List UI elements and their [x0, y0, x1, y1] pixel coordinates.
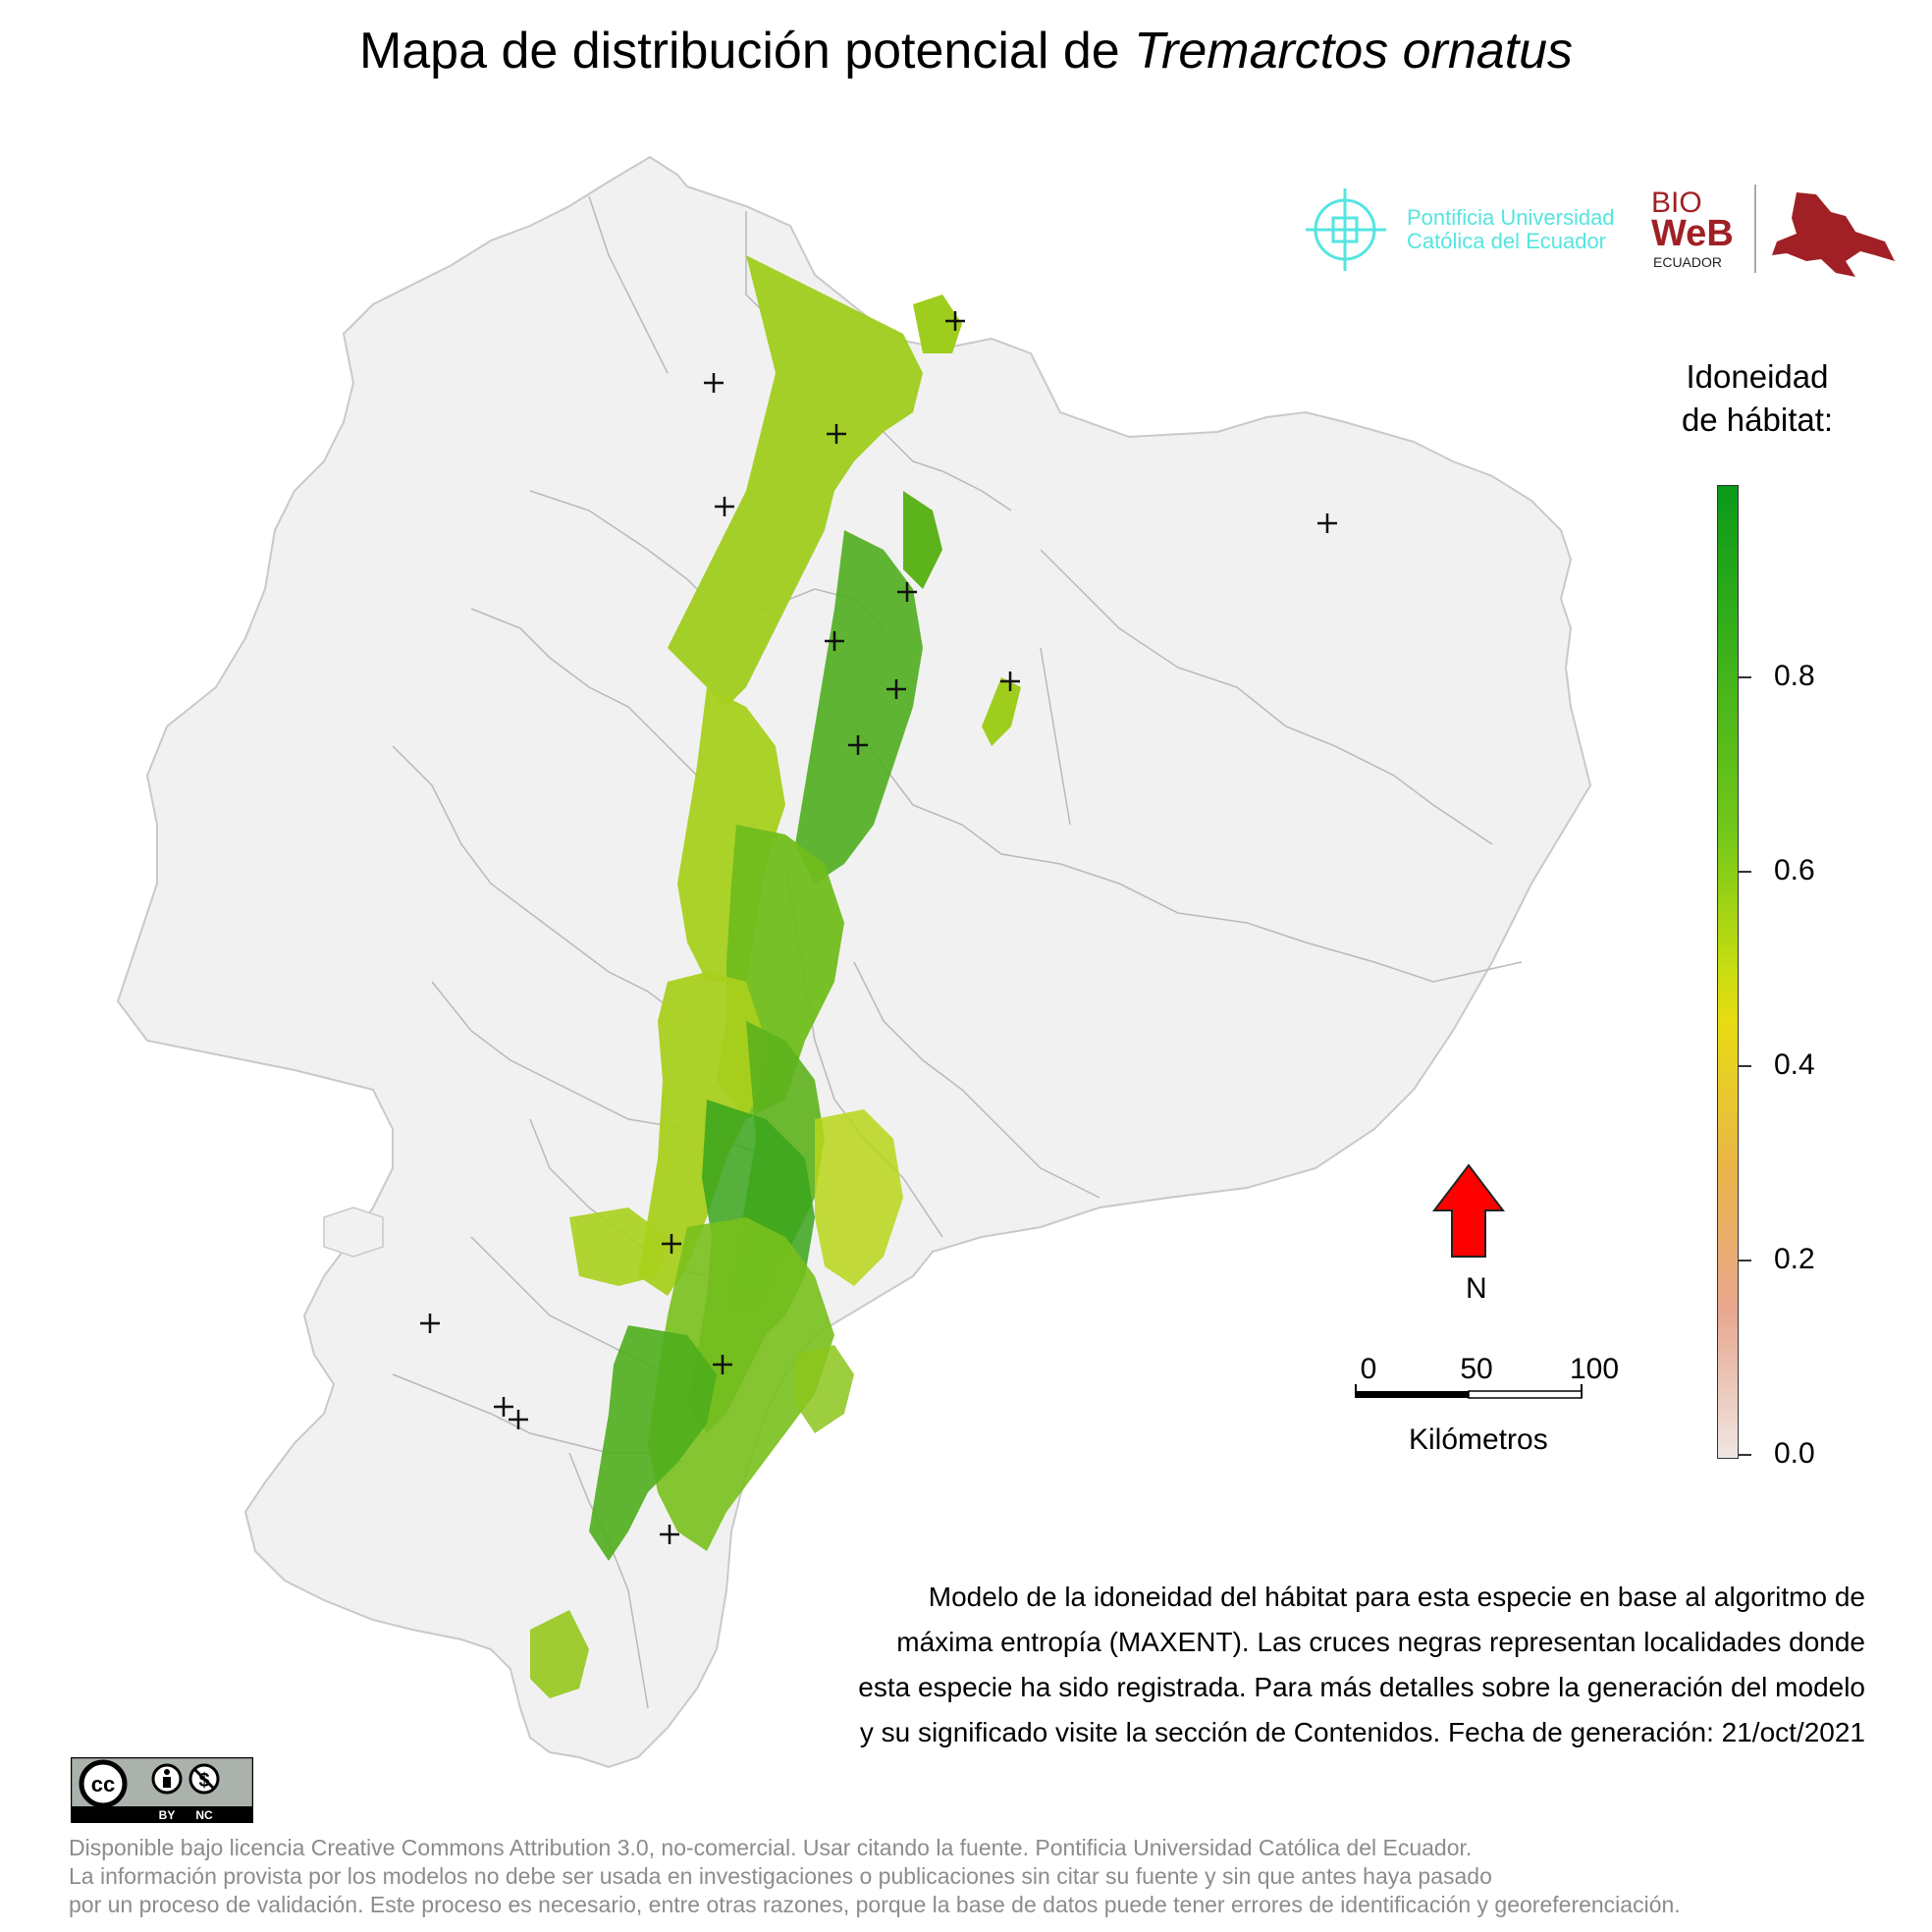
- legend-tick-label: 0.6: [1774, 854, 1815, 886]
- scale-label-0: 0: [1360, 1353, 1377, 1385]
- occurrence-cross: [945, 311, 965, 331]
- occurrence-cross: [825, 631, 844, 651]
- puce-line1: Pontificia Universidad: [1407, 205, 1615, 230]
- occurrence-cross: [1317, 513, 1337, 533]
- bioweb-logo: BIO WeB ECUADOR: [1651, 185, 1895, 277]
- legend-title: Idoneidad de hábitat:: [1659, 355, 1855, 442]
- puce-name: Pontificia Universidad Católica del Ecua…: [1407, 206, 1615, 253]
- occurrence-cross: [494, 1397, 513, 1417]
- title-prefix: Mapa de distribución potencial de: [358, 23, 1135, 80]
- occurrence-cross: [1000, 671, 1020, 691]
- title-species: Tremarctos ornatus: [1134, 23, 1574, 80]
- bioweb-bio: BIO: [1651, 187, 1702, 219]
- cc-license-badge: cc $ BY NC: [71, 1757, 253, 1823]
- occurrence-cross: [715, 497, 734, 516]
- occurrence-cross: [886, 679, 906, 699]
- puce-logo: [1306, 188, 1386, 271]
- frog-icon: [1772, 192, 1895, 277]
- north-arrow-label: N: [1466, 1272, 1487, 1305]
- puce-line2: Católica del Ecuador: [1407, 229, 1607, 253]
- legend-tick-label: 0.4: [1774, 1048, 1815, 1081]
- legend-title-line1: Idoneidad: [1686, 358, 1829, 395]
- legend-tick: [1738, 676, 1751, 678]
- description-line: máxima entropía (MAXENT). Las cruces neg…: [896, 1627, 1865, 1657]
- occurrence-cross: [704, 373, 724, 393]
- cc-nc-label: NC: [195, 1808, 213, 1822]
- footer-line: Disponible bajo licencia Creative Common…: [69, 1835, 1473, 1860]
- scale-label-100: 100: [1569, 1353, 1620, 1385]
- habitat-suitability-raster: [530, 255, 1021, 1698]
- legend-tick: [1738, 1260, 1751, 1261]
- legend-title-line2: de hábitat:: [1681, 402, 1834, 438]
- occurrence-cross: [713, 1355, 732, 1374]
- map-description: Modelo de la idoneidad del hábitat para …: [736, 1575, 1865, 1755]
- legend-tick-label: 0.2: [1774, 1243, 1815, 1275]
- occurrence-cross: [509, 1410, 528, 1429]
- legend-tick: [1738, 871, 1751, 873]
- bioweb-web: WeB: [1651, 213, 1734, 254]
- footer-line: por un proceso de validación. Este proce…: [69, 1892, 1681, 1917]
- legend-tick-label: 0.8: [1774, 660, 1815, 692]
- license-footer: Disponible bajo licencia Creative Common…: [69, 1834, 1681, 1919]
- description-line: y su significado visite la sección de Co…: [859, 1717, 1865, 1747]
- puna-island: [323, 1207, 384, 1258]
- legend-tick: [1738, 1065, 1751, 1067]
- occurrence-cross: [827, 424, 846, 444]
- svg-text:cc: cc: [91, 1772, 115, 1797]
- legend-tick: [1738, 1454, 1751, 1456]
- occurrence-cross: [660, 1525, 679, 1544]
- bioweb-ecuador: ECUADOR: [1653, 254, 1722, 270]
- occurrence-cross: [420, 1314, 440, 1333]
- description-line: esta especie ha sido registrada. Para má…: [858, 1672, 1865, 1702]
- occurrence-cross: [897, 582, 917, 602]
- occurrence-cross: [662, 1234, 681, 1254]
- legend-colorbar: [1717, 485, 1739, 1459]
- occurrence-points: [420, 311, 1337, 1544]
- map-title: Mapa de distribución potencial de Tremar…: [0, 22, 1932, 80]
- scale-bar: [1355, 1384, 1583, 1399]
- north-arrow-icon: [1431, 1163, 1506, 1258]
- occurrence-cross: [848, 735, 868, 755]
- description-line: Modelo de la idoneidad del hábitat para …: [928, 1582, 1865, 1612]
- footer-line: La información provista por los modelos …: [69, 1863, 1492, 1889]
- legend-tick-label: 0.0: [1774, 1437, 1815, 1470]
- scale-label-50: 50: [1460, 1353, 1493, 1385]
- scale-unit: Kilómetros: [1409, 1423, 1548, 1456]
- cc-by-label: BY: [159, 1808, 176, 1822]
